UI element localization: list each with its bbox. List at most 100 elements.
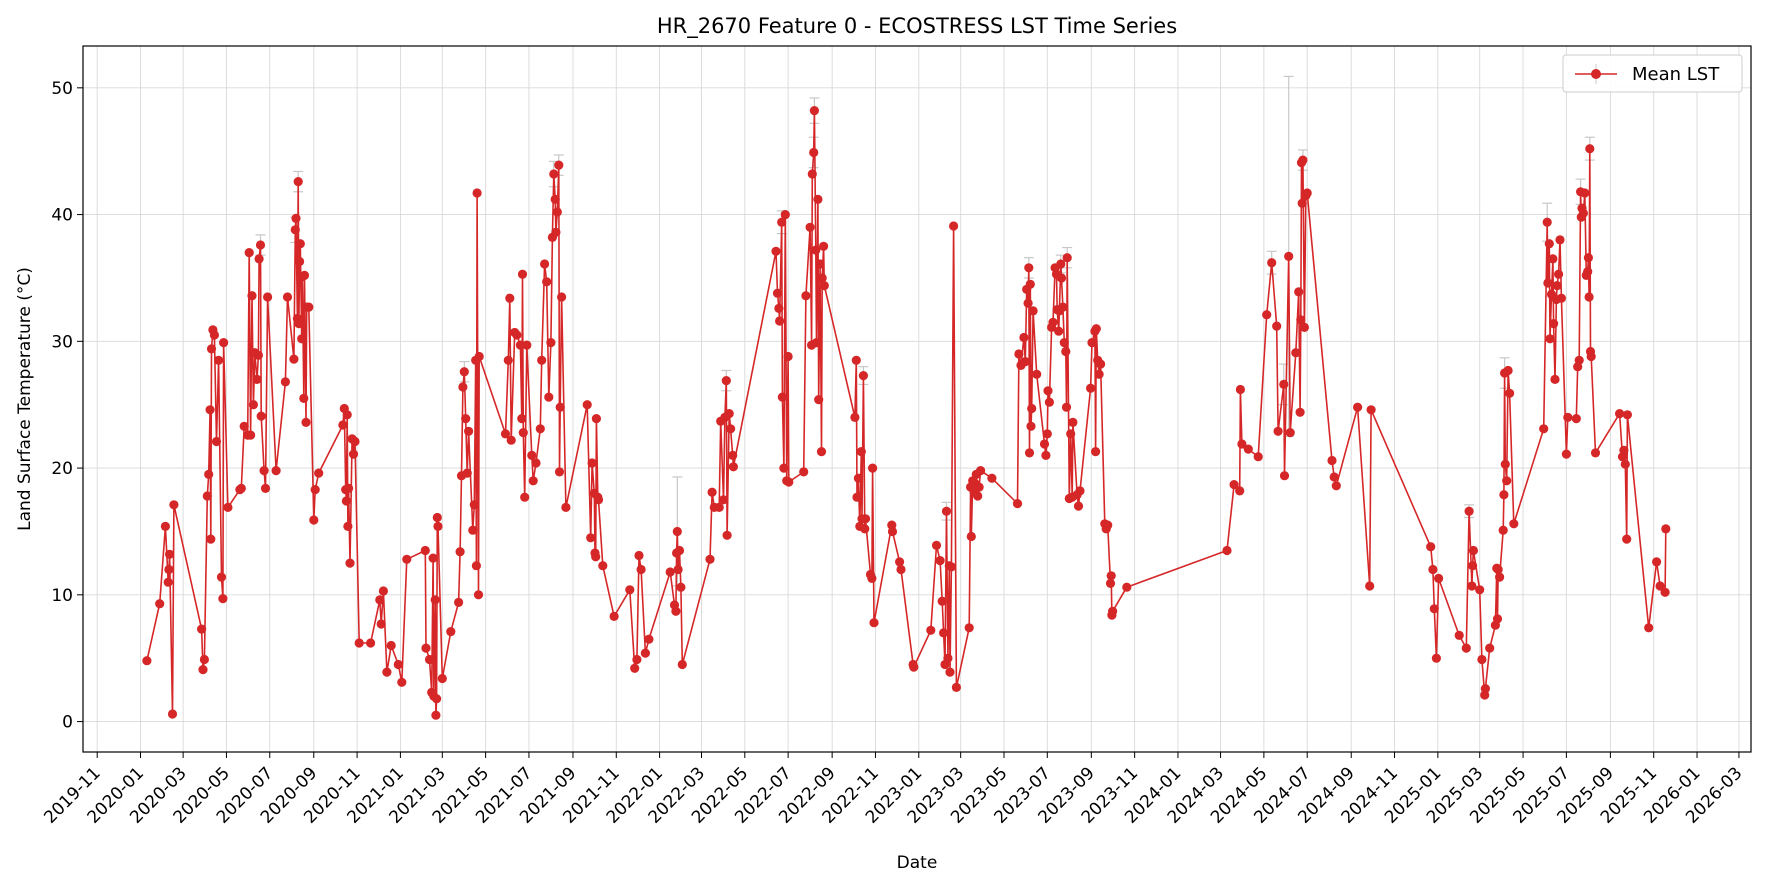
data-point: [1066, 429, 1076, 439]
data-point: [674, 545, 685, 556]
y-tick-label: 30: [51, 332, 73, 352]
data-point: [1590, 448, 1601, 458]
data-point: [1028, 306, 1038, 316]
data-point: [1041, 450, 1051, 460]
data-point: [1544, 239, 1554, 249]
data-point: [774, 303, 784, 313]
data-point: [1505, 388, 1515, 398]
data-point: [165, 549, 175, 559]
data-point: [528, 476, 538, 486]
data-point: [1574, 355, 1584, 365]
data-point: [1580, 188, 1590, 198]
data-point: [218, 594, 228, 604]
data-point: [1365, 581, 1375, 591]
data-point: [718, 495, 729, 505]
data-point: [777, 392, 788, 402]
data-point: [809, 147, 819, 158]
data-point: [1331, 481, 1341, 491]
data-point: [535, 424, 545, 434]
data-point: [777, 217, 787, 227]
data-point: [209, 330, 219, 340]
data-point: [1026, 421, 1036, 431]
data-point: [779, 463, 789, 473]
data-point: [1585, 144, 1595, 154]
data-point: [819, 281, 829, 291]
data-point: [1108, 606, 1118, 616]
data-point: [248, 400, 258, 410]
data-point: [1262, 310, 1272, 320]
data-point: [247, 291, 257, 301]
data-point: [163, 577, 173, 587]
data-point: [256, 411, 266, 421]
data-point: [1498, 525, 1508, 535]
data-point: [941, 506, 952, 516]
data-point: [772, 288, 783, 298]
data-point: [1552, 281, 1562, 291]
data-point: [527, 450, 537, 460]
data-point: [644, 634, 654, 644]
data-point: [219, 338, 229, 348]
data-point: [343, 521, 353, 532]
data-point: [931, 540, 942, 551]
data-point: [1044, 397, 1054, 407]
data-point: [1054, 326, 1064, 336]
data-point: [522, 340, 532, 350]
data-point: [1620, 459, 1630, 469]
data-point: [197, 624, 207, 634]
data-point: [1548, 254, 1558, 264]
data-point: [554, 467, 565, 477]
data-point: [420, 545, 430, 556]
data-point: [252, 374, 262, 384]
data-point: [1279, 379, 1289, 389]
data-point: [869, 618, 879, 628]
data-point: [852, 492, 862, 502]
data-point: [402, 554, 412, 564]
y-tick-label: 20: [51, 459, 73, 479]
data-point: [293, 177, 303, 187]
data-point: [164, 564, 174, 575]
data-point: [309, 515, 319, 525]
data-point: [625, 585, 635, 595]
data-point: [223, 502, 233, 512]
data-point: [295, 256, 305, 267]
data-point: [1543, 278, 1553, 288]
data-point: [1583, 267, 1593, 277]
data-point: [506, 435, 516, 445]
data-point: [1073, 501, 1084, 511]
data-point: [1086, 383, 1096, 393]
data-point: [1468, 561, 1478, 571]
data-point: [1014, 349, 1024, 359]
data-point: [673, 564, 683, 575]
data-point: [537, 355, 547, 365]
data-point: [1039, 439, 1050, 449]
data-point: [1024, 263, 1034, 273]
data-point: [432, 512, 442, 523]
legend-marker-swatch: [1591, 69, 1601, 79]
data-point: [341, 496, 351, 506]
data-point: [1509, 519, 1519, 529]
data-point: [169, 500, 179, 510]
data-point: [1229, 480, 1239, 490]
data-point: [974, 482, 984, 492]
data-point: [531, 458, 541, 468]
data-point: [1122, 582, 1132, 592]
data-point: [1237, 439, 1247, 449]
data-point: [1499, 490, 1509, 500]
data-point: [500, 429, 511, 439]
data-point: [260, 483, 271, 493]
data-point: [809, 106, 820, 116]
data-point: [1295, 407, 1305, 417]
data-point: [805, 222, 815, 232]
data-point: [724, 409, 734, 419]
data-point: [424, 654, 435, 665]
data-point: [946, 562, 957, 572]
data-point: [167, 709, 178, 719]
data-point: [1660, 587, 1670, 597]
data-point: [464, 426, 474, 436]
data-point: [1061, 402, 1072, 412]
data-point: [393, 659, 403, 670]
data-point: [726, 424, 736, 434]
data-point: [807, 169, 817, 179]
